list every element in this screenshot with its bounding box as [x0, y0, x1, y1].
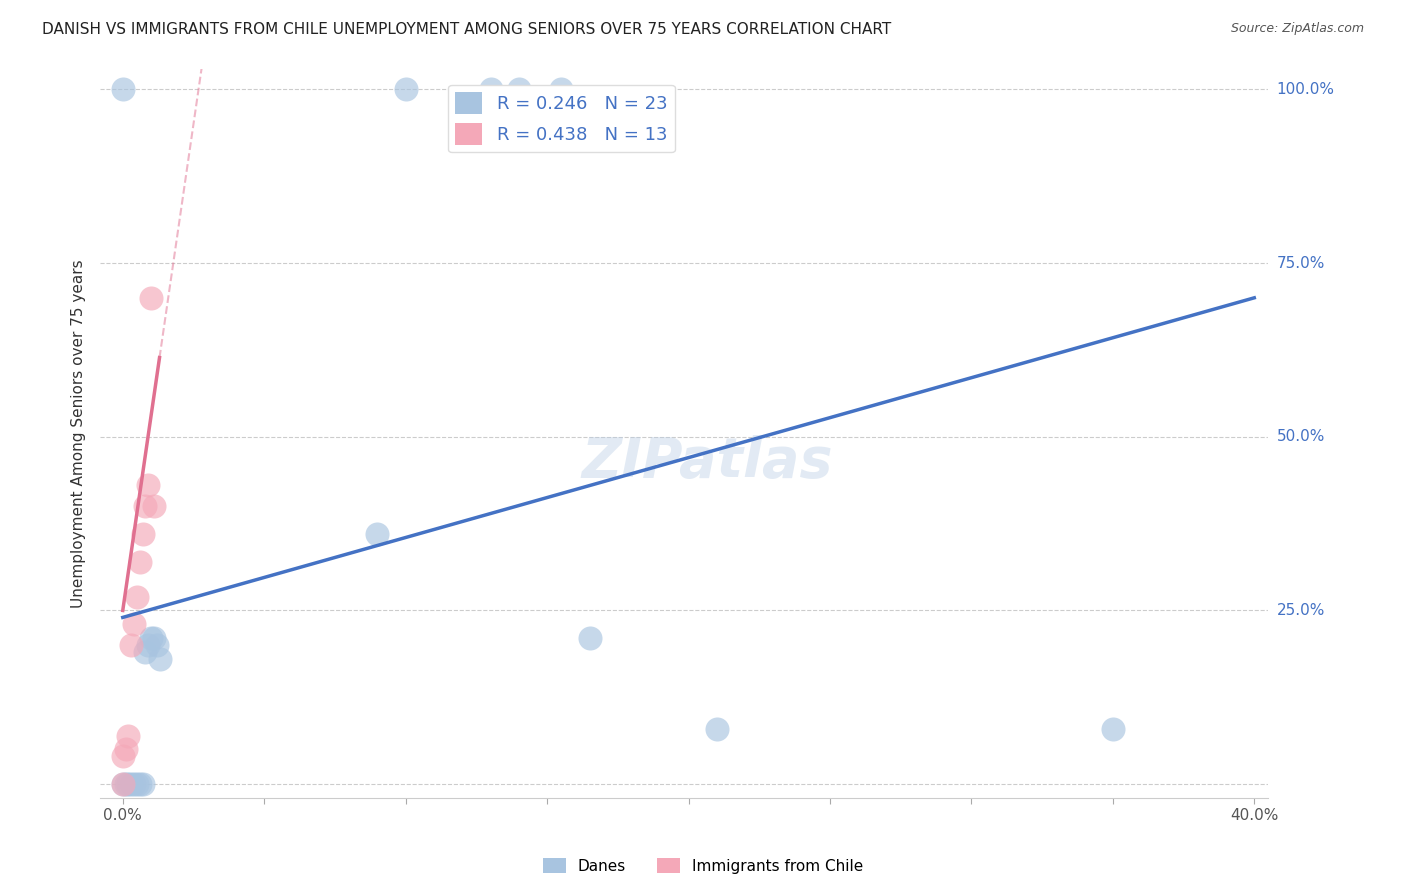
Point — [142, 632, 165, 646]
Point — [142, 500, 165, 514]
Text: 50.0%: 50.0% — [1277, 429, 1324, 444]
Point — [111, 749, 134, 764]
Point — [706, 722, 728, 736]
Point — [120, 638, 142, 652]
Text: 75.0%: 75.0% — [1277, 256, 1324, 270]
Y-axis label: Unemployment Among Seniors over 75 years: Unemployment Among Seniors over 75 years — [72, 259, 86, 607]
Point — [122, 777, 145, 791]
Text: 100.0%: 100.0% — [1277, 82, 1334, 97]
Legend: R = 0.246   N = 23, R = 0.438   N = 13: R = 0.246 N = 23, R = 0.438 N = 13 — [449, 85, 675, 153]
Point — [125, 590, 148, 604]
Point — [111, 777, 134, 791]
Point — [479, 82, 502, 96]
Point — [122, 617, 145, 632]
Legend: Danes, Immigrants from Chile: Danes, Immigrants from Chile — [537, 852, 869, 880]
Point — [128, 555, 150, 569]
Text: Source: ZipAtlas.com: Source: ZipAtlas.com — [1230, 22, 1364, 36]
Point — [131, 527, 153, 541]
Point — [111, 82, 134, 96]
Point — [125, 777, 148, 791]
Point — [550, 82, 572, 96]
Point — [117, 729, 139, 743]
Point — [114, 777, 136, 791]
Point — [128, 777, 150, 791]
Point — [395, 82, 418, 96]
Text: 25.0%: 25.0% — [1277, 603, 1324, 618]
Point — [134, 500, 156, 514]
Point — [136, 638, 159, 652]
Point — [134, 645, 156, 659]
Point — [145, 638, 167, 652]
Point — [131, 777, 153, 791]
Point — [508, 82, 530, 96]
Point — [111, 777, 134, 791]
Point — [366, 527, 388, 541]
Text: ZIPatlas: ZIPatlas — [582, 435, 834, 490]
Point — [114, 742, 136, 756]
Point — [139, 291, 162, 305]
Point — [117, 777, 139, 791]
Point — [578, 632, 600, 646]
Point — [136, 478, 159, 492]
Text: DANISH VS IMMIGRANTS FROM CHILE UNEMPLOYMENT AMONG SENIORS OVER 75 YEARS CORRELA: DANISH VS IMMIGRANTS FROM CHILE UNEMPLOY… — [42, 22, 891, 37]
Point — [1101, 722, 1123, 736]
Point — [148, 652, 170, 666]
Point — [120, 777, 142, 791]
Point — [139, 632, 162, 646]
